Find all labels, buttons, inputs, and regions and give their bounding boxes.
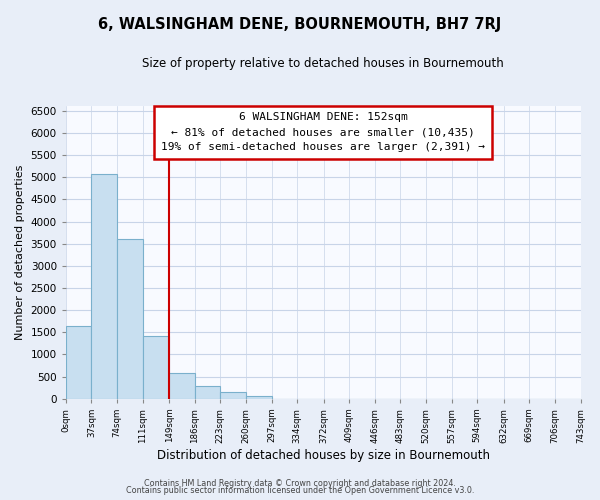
Y-axis label: Number of detached properties: Number of detached properties	[15, 165, 25, 340]
Text: Contains public sector information licensed under the Open Government Licence v3: Contains public sector information licen…	[126, 486, 474, 495]
Bar	[66, 326, 91, 398]
Bar	[220, 392, 246, 398]
Title: Size of property relative to detached houses in Bournemouth: Size of property relative to detached ho…	[142, 58, 504, 70]
Bar	[194, 386, 220, 398]
Text: 6, WALSINGHAM DENE, BOURNEMOUTH, BH7 7RJ: 6, WALSINGHAM DENE, BOURNEMOUTH, BH7 7RJ	[98, 18, 502, 32]
Bar	[143, 336, 169, 398]
Bar	[246, 396, 272, 398]
X-axis label: Distribution of detached houses by size in Bournemouth: Distribution of detached houses by size …	[157, 450, 490, 462]
Bar	[169, 373, 194, 398]
Text: 6 WALSINGHAM DENE: 152sqm
← 81% of detached houses are smaller (10,435)
19% of s: 6 WALSINGHAM DENE: 152sqm ← 81% of detac…	[161, 112, 485, 152]
Bar	[117, 239, 143, 398]
Bar	[91, 174, 117, 398]
Text: Contains HM Land Registry data © Crown copyright and database right 2024.: Contains HM Land Registry data © Crown c…	[144, 478, 456, 488]
